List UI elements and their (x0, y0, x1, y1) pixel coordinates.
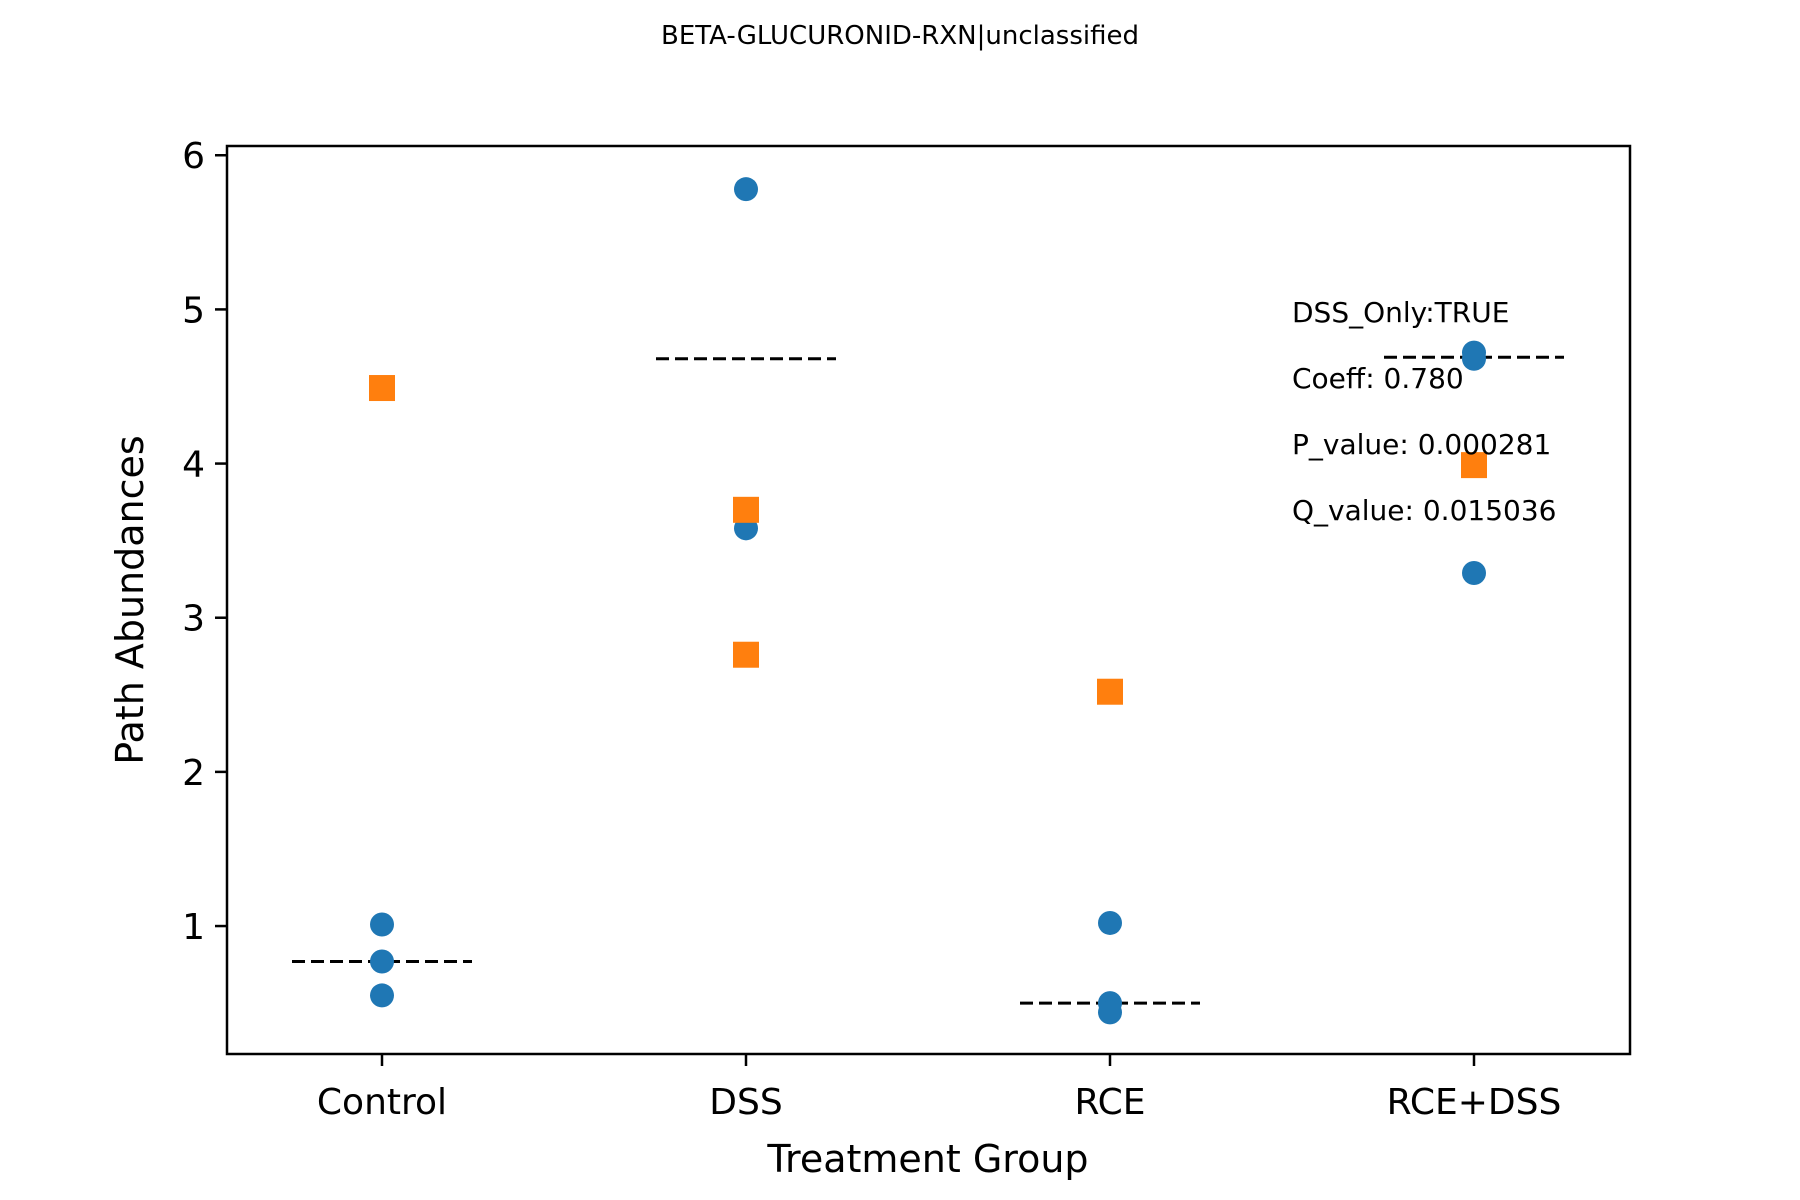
stats-annotation: P_value: 0.000281 (1292, 428, 1551, 461)
stats-annotation: Q_value: 0.015036 (1292, 494, 1556, 527)
chart-title: BETA-GLUCURONID-RXN|unclassified (661, 21, 1139, 51)
stats-annotations: DSS_Only:TRUE Coeff: 0.780 P_value: 0.0002… (1292, 296, 1556, 527)
y-tick-label: 4 (182, 445, 205, 486)
x-tick-label: DSS (709, 1082, 782, 1123)
x-axis-label: Treatment Group (766, 1137, 1088, 1181)
point-square-RCE+DSS (1461, 452, 1487, 479)
data-points (369, 177, 1487, 1025)
y-axis-ticks: 1 2 3 4 5 6 (182, 136, 227, 948)
point-circle-Control (370, 912, 394, 937)
y-tick-label: 3 (182, 599, 205, 640)
x-tick-label: Control (317, 1082, 447, 1123)
plot-frame (225, 144, 1632, 1056)
point-circle-RCE+DSS (1462, 561, 1486, 586)
y-axis-label: Path Abundances (108, 435, 152, 764)
y-tick-label: 6 (182, 136, 205, 177)
stats-annotation: Coeff: 0.780 (1292, 362, 1464, 395)
point-square-RCE (1097, 678, 1123, 705)
x-tick-label: RCE+DSS (1387, 1082, 1562, 1123)
point-square-DSS (733, 496, 759, 523)
group-means (292, 355, 1564, 1005)
point-circle-Control (370, 983, 394, 1008)
point-circle-RCE (1098, 910, 1122, 935)
y-tick-label: 2 (182, 753, 205, 794)
point-circle-RCE+DSS (1462, 346, 1486, 371)
y-tick-label: 5 (182, 290, 205, 331)
point-square-Control (369, 375, 395, 402)
x-tick-label: RCE (1074, 1082, 1145, 1123)
stats-annotation: DSS_Only:TRUE (1292, 296, 1509, 329)
point-square-DSS (733, 641, 759, 668)
y-tick-label: 1 (182, 907, 205, 948)
point-circle-Control (370, 949, 394, 974)
point-circle-DSS (734, 177, 758, 202)
x-axis-ticks: Control DSS RCE RCE+DSS (317, 1054, 1561, 1123)
point-circle-RCE (1098, 1000, 1122, 1025)
